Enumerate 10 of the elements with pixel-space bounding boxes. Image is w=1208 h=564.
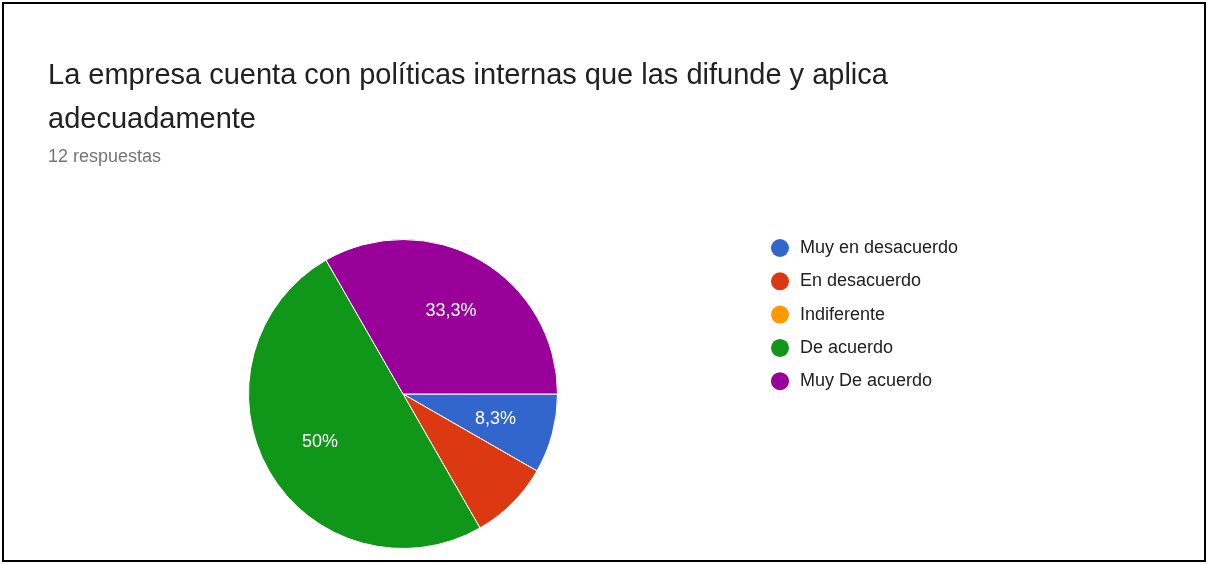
data-label: 50% — [301, 430, 338, 451]
legend-label: En desacuerdo — [800, 270, 922, 291]
legend-label: Muy De acuerdo — [800, 370, 933, 391]
legend-label: Muy en desacuerdo — [800, 236, 959, 257]
legend-label: Indiferente — [800, 303, 886, 324]
data-label: 33,3% — [425, 300, 477, 321]
legend-label: De acuerdo — [800, 336, 894, 357]
data-label: 8,3% — [475, 407, 517, 428]
chart-title: La empresa cuenta con políticas internas que las difunde y aplica adecuadamente — [48, 57, 889, 136]
chart-subtitle: 12 respuestas — [48, 146, 162, 167]
